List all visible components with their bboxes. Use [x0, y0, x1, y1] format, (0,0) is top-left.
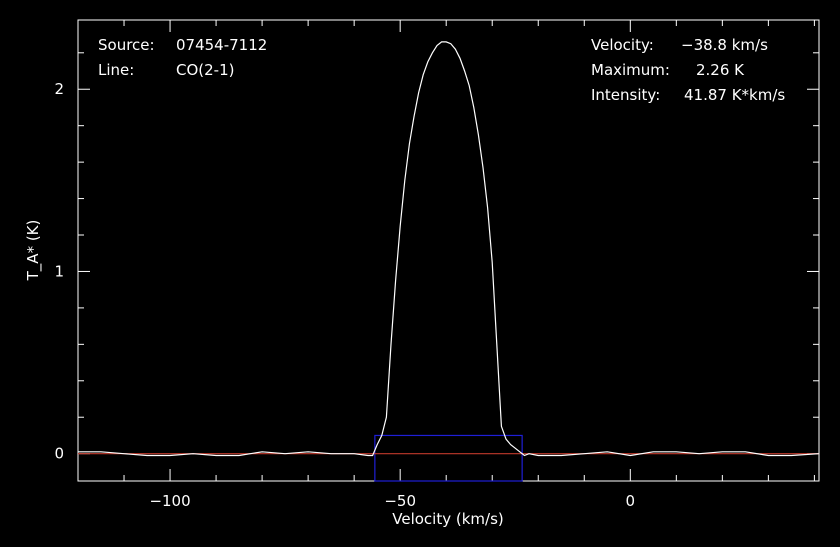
line-label: Line:	[98, 61, 134, 79]
y-tick-labels: 0 1 2	[54, 80, 64, 462]
maximum-label: Maximum:	[591, 61, 670, 79]
y-tick-label: 0	[54, 445, 64, 463]
x-tick-label: −50	[384, 492, 416, 510]
source-value: 07454-7112	[176, 36, 267, 54]
axis-ticks	[78, 20, 819, 481]
x-tick-label: 0	[626, 492, 636, 510]
intensity-label: Intensity:	[591, 86, 660, 104]
source-label: Source:	[98, 36, 155, 54]
y-tick-label: 1	[54, 262, 64, 280]
intensity-value: 41.87 K*km/s	[684, 86, 785, 104]
velocity-label: Velocity:	[591, 36, 654, 54]
x-tick-label: −100	[149, 492, 190, 510]
integration-window	[374, 434, 523, 482]
velocity-value: −38.8 km/s	[681, 36, 768, 54]
y-axis-label: T_A* (K)	[24, 220, 43, 282]
x-axis-label: Velocity (km/s)	[392, 510, 503, 528]
spectrum-series-line	[78, 41, 820, 457]
maximum-value: 2.26 K	[696, 61, 745, 79]
x-tick-labels: −100 −50 0	[149, 492, 635, 510]
line-value: CO(2-1)	[176, 61, 234, 79]
y-tick-label: 2	[54, 80, 64, 98]
